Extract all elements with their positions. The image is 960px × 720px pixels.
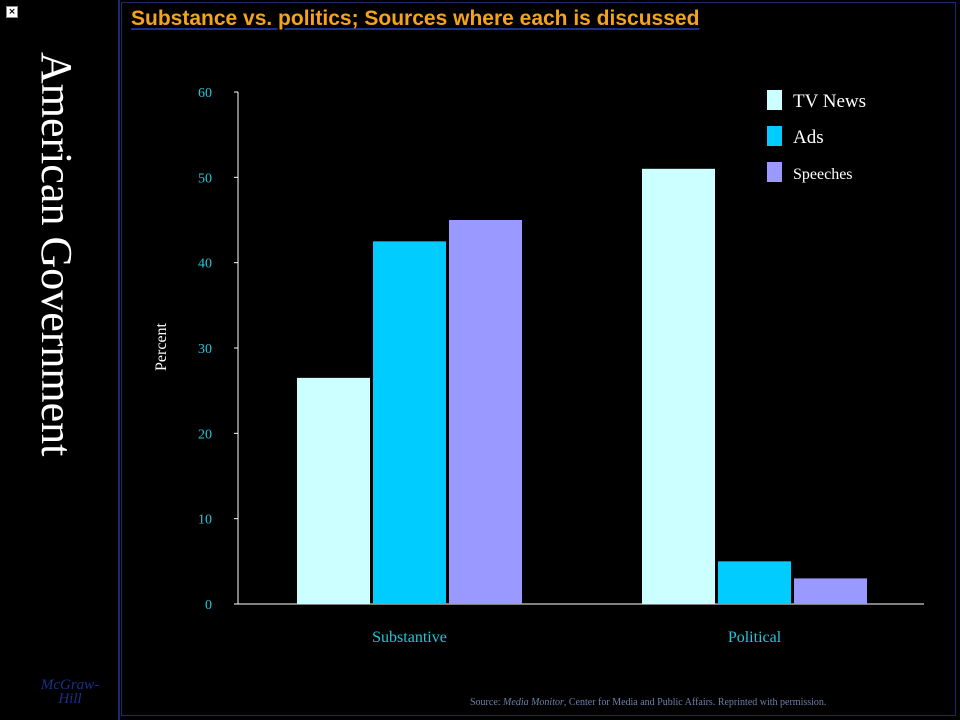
legend-label: Speeches bbox=[793, 166, 853, 183]
y-tick-label: 10 bbox=[198, 513, 212, 528]
y-tick-label: 60 bbox=[198, 86, 212, 101]
publisher-logo: McGraw- Hill bbox=[30, 677, 110, 707]
slide-title: Substance vs. politics; Sources where ea… bbox=[131, 7, 700, 30]
x-category-label: Political bbox=[728, 629, 782, 646]
bar-speeches bbox=[794, 578, 867, 604]
source-rest: , Center for Media and Public Affairs. R… bbox=[563, 697, 827, 708]
slide-frame bbox=[121, 2, 956, 716]
bar-tv-news bbox=[297, 377, 370, 604]
close-icon[interactable]: × bbox=[6, 6, 18, 18]
legend-swatch bbox=[767, 90, 782, 110]
y-tick-label: 0 bbox=[205, 598, 212, 613]
source-prefix: Source: bbox=[470, 697, 504, 708]
legend-label: TV News bbox=[793, 91, 866, 112]
bar-tv-news bbox=[642, 168, 715, 605]
sidebar-band bbox=[0, 0, 118, 720]
y-tick-label: 40 bbox=[198, 257, 212, 272]
source-note: Source: Media Monitor, Center for Media … bbox=[470, 697, 826, 708]
source-publication: Media Monitor bbox=[503, 697, 564, 708]
y-tick-label: 20 bbox=[198, 427, 212, 442]
sidebar-divider bbox=[118, 0, 120, 720]
bar-ads bbox=[373, 241, 446, 605]
y-tick-label: 50 bbox=[198, 171, 212, 186]
x-category-label: Substantive bbox=[372, 629, 447, 646]
publisher-line-1: McGraw- bbox=[40, 677, 100, 693]
publisher-line-2: Hill bbox=[58, 691, 82, 707]
bar-speeches bbox=[449, 220, 522, 604]
y-axis-label: Percent bbox=[153, 322, 170, 371]
legend-label: Ads bbox=[793, 127, 824, 148]
legend-swatch bbox=[767, 162, 782, 182]
bar-ads bbox=[718, 561, 791, 604]
legend-swatch bbox=[767, 126, 782, 146]
y-tick-label: 30 bbox=[198, 342, 212, 357]
